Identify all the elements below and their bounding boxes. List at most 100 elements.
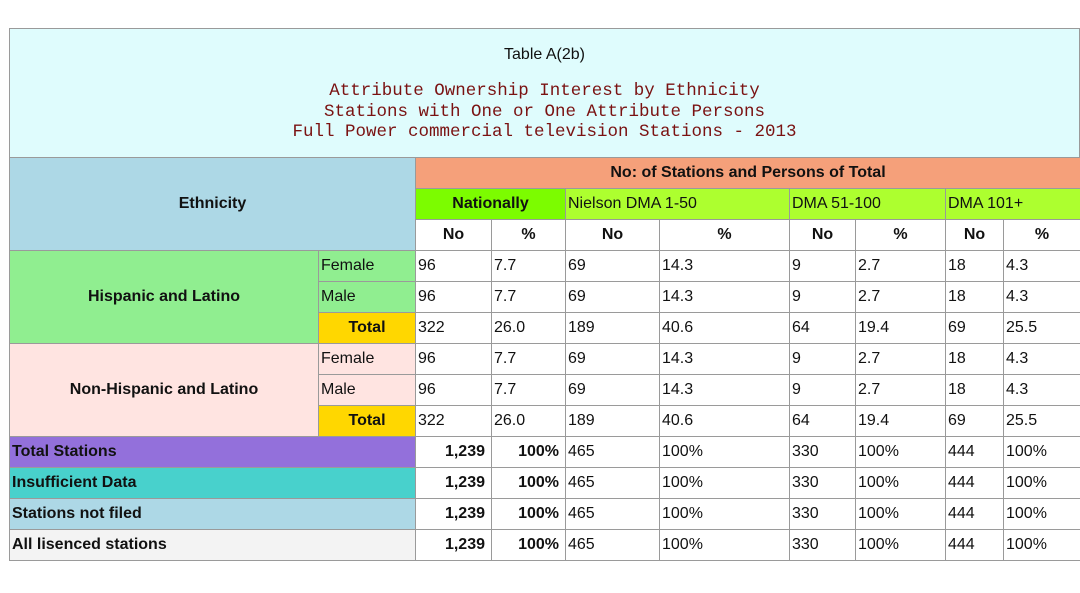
table-cell: 26.0 <box>491 405 566 437</box>
table-row: Total 322 26.0 189 40.6 64 19.4 69 25.5 <box>10 405 1080 437</box>
table-row: Male 96 7.7 69 14.3 9 2.7 18 4.3 <box>10 281 1080 313</box>
table-cell: 69 <box>565 281 660 313</box>
table-cell: 9 <box>789 374 856 406</box>
stations-not-filed-row: Stations not filed 1,239 100% 465 100% 330 100… <box>9 498 1080 530</box>
table-cell: 7.7 <box>491 250 566 282</box>
table-cell: 465 <box>565 529 660 561</box>
table-cell: 18 <box>945 374 1004 406</box>
table-cell: 2.7 <box>855 343 946 375</box>
table-cell: 96 <box>415 281 492 313</box>
region-header-dma-101: DMA 101+ <box>944 188 1080 220</box>
table-cell: 64 <box>789 312 856 344</box>
table-cell: 465 <box>565 436 660 468</box>
table-cell: 40.6 <box>659 405 790 437</box>
table-cell: 9 <box>789 343 856 375</box>
table-cell: 19.4 <box>855 405 946 437</box>
table-cell: 465 <box>565 467 660 499</box>
table-cell: 69 <box>945 405 1004 437</box>
table-cell: 330 <box>789 498 856 530</box>
table-cell: 1,239 <box>415 467 492 499</box>
table-cell: 100% <box>491 529 566 561</box>
table-cell: 18 <box>945 343 1004 375</box>
ethnicity-group-label: Hispanic and Latino <box>9 250 319 344</box>
table-row: Hispanic and Latino Female 96 7.7 69 14.3 9 2.7… <box>9 250 1080 344</box>
table-cell: 4.3 <box>1002 343 1080 375</box>
table-cell: 40.6 <box>659 312 790 344</box>
table-cell: 100% <box>659 467 790 499</box>
table-cell: 69 <box>565 343 660 375</box>
table-cell: 100% <box>855 529 946 561</box>
region-header-dma-51-100: DMA 51-100 <box>789 188 946 220</box>
total-stations-row: Total Stations 1,239 100% 465 100% 330 100% 444… <box>9 436 1080 468</box>
table-container: Table A(2b) Attribute Ownership Interest… <box>9 28 1080 561</box>
table-cell: 100% <box>855 467 946 499</box>
table-cell: 189 <box>565 312 660 344</box>
table-cell: 100% <box>491 467 566 499</box>
total-label: Total <box>318 405 416 437</box>
summary-label: All lisenced stations <box>9 529 416 561</box>
table-cell: 7.7 <box>491 343 566 375</box>
table-cell: 14.3 <box>659 281 790 313</box>
table-cell: 100% <box>855 498 946 530</box>
table-cell: 4.3 <box>1002 281 1080 313</box>
table-cell: 96 <box>415 343 492 375</box>
table-cell: 96 <box>415 374 492 406</box>
total-label: Total <box>318 312 416 344</box>
table-cell: 330 <box>789 467 856 499</box>
table-cell: 100% <box>491 498 566 530</box>
table-title-box: Table A(2b) Attribute Ownership Interest… <box>9 28 1080 157</box>
table-cell: 14.3 <box>659 374 790 406</box>
ownership-table: Ethnicity No: of Stations and Persons of… <box>9 157 1080 561</box>
table-cell: 7.7 <box>491 374 566 406</box>
table-cell: 330 <box>789 529 856 561</box>
table-cell: 69 <box>565 250 660 282</box>
header-row-3: No % No % No % No % <box>10 219 1080 251</box>
table-cell: 69 <box>565 374 660 406</box>
table-cell: 100% <box>855 436 946 468</box>
table-title: Table A(2b) <box>504 46 585 63</box>
header-row-1: Ethnicity No: of Stations and Persons of… <box>9 157 1080 251</box>
table-cell: 96 <box>415 250 492 282</box>
table-cell: 25.5 <box>1002 312 1080 344</box>
col-header-pct: % <box>1002 219 1080 251</box>
col-header-pct: % <box>491 219 566 251</box>
summary-label: Total Stations <box>9 436 416 468</box>
col-header-pct: % <box>659 219 790 251</box>
table-cell: 9 <box>789 281 856 313</box>
table-cell: 330 <box>789 436 856 468</box>
table-cell: 2.7 <box>855 281 946 313</box>
table-cell: 7.7 <box>491 281 566 313</box>
gender-label: Female <box>318 250 416 282</box>
table-cell: 1,239 <box>415 529 492 561</box>
table-cell: 465 <box>565 498 660 530</box>
table-cell: 444 <box>945 467 1004 499</box>
table-cell: 100% <box>1002 436 1080 468</box>
gender-label: Male <box>318 281 416 313</box>
col-header-no: No <box>945 219 1004 251</box>
table-cell: 2.7 <box>855 374 946 406</box>
table-cell: 14.3 <box>659 343 790 375</box>
table-cell: 100% <box>659 529 790 561</box>
summary-label: Insufficient Data <box>9 467 416 499</box>
table-cell: 14.3 <box>659 250 790 282</box>
ethnicity-group-label: Non-Hispanic and Latino <box>9 343 319 437</box>
table-cell: 444 <box>945 436 1004 468</box>
gender-label: Female <box>318 343 416 375</box>
table-cell: 2.7 <box>855 250 946 282</box>
subtitle-line-3: Full Power commercial television Station… <box>292 122 797 142</box>
table-cell: 64 <box>789 405 856 437</box>
subtitle-line-2: Stations with One or One Attribute Perso… <box>323 101 766 122</box>
table-cell: 1,239 <box>415 498 492 530</box>
table-cell: 100% <box>659 498 790 530</box>
table-cell: 100% <box>659 436 790 468</box>
table-cell: 9 <box>789 250 856 282</box>
table-cell: 4.3 <box>1002 374 1080 406</box>
table-row: Non-Hispanic and Latino Female 96 7.7 69 14.3… <box>9 343 1080 437</box>
region-header-nationally: Nationally <box>415 188 566 220</box>
table-cell: 100% <box>1002 529 1080 561</box>
gender-label: Male <box>318 374 416 406</box>
table-cell: 4.3 <box>1002 250 1080 282</box>
subtitle-line-1: Attribute Ownership Interest by Ethnicit… <box>329 81 760 101</box>
table-cell: 18 <box>945 281 1004 313</box>
group-header: No: of Stations and Persons of Total <box>414 157 1080 189</box>
